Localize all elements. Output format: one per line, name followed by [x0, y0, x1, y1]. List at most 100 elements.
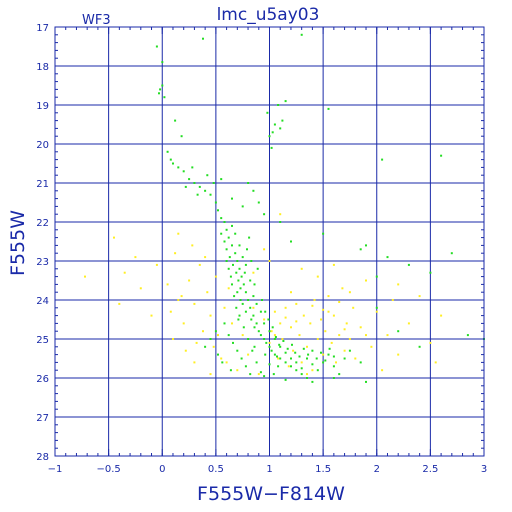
data-point [150, 314, 153, 317]
data-point [327, 295, 330, 298]
data-point [397, 353, 400, 356]
data-point [279, 213, 282, 216]
data-point [204, 189, 207, 192]
data-point [113, 236, 115, 239]
data-point [235, 306, 238, 309]
data-point [466, 334, 469, 337]
x-tick-label: −1 [48, 464, 63, 475]
data-point [198, 185, 201, 188]
data-point [343, 349, 346, 352]
data-point [193, 361, 196, 364]
data-point [273, 334, 276, 337]
data-point [188, 178, 191, 181]
data-point [370, 345, 373, 348]
data-point [177, 299, 180, 301]
data-point [338, 334, 341, 337]
data-point [294, 351, 297, 354]
data-point [182, 170, 185, 173]
data-point [214, 330, 217, 333]
data-point [231, 283, 233, 286]
data-point [255, 361, 258, 364]
data-point [381, 158, 384, 161]
data-point [268, 135, 271, 138]
axis-ticks [54, 26, 485, 457]
data-point [223, 322, 226, 325]
data-point [257, 330, 260, 333]
data-point [365, 279, 367, 282]
data-point [229, 369, 232, 372]
data-point [335, 361, 337, 364]
data-point [284, 316, 287, 319]
data-point [241, 334, 244, 337]
data-point [244, 365, 247, 368]
data-point [217, 334, 219, 337]
data-point [284, 100, 287, 103]
data-point [235, 271, 238, 274]
data-point [225, 228, 228, 231]
data-points [84, 33, 485, 383]
data-point [202, 37, 204, 40]
data-point [277, 357, 280, 360]
data-point [166, 150, 169, 153]
data-point [375, 275, 378, 278]
data-point [352, 306, 355, 309]
data-point [295, 302, 298, 305]
chart-title: lmc_u5ay03 [217, 5, 320, 25]
data-point [345, 322, 348, 325]
data-point [180, 295, 183, 298]
data-point [277, 365, 280, 368]
data-point [330, 341, 333, 344]
data-point [196, 193, 199, 196]
x-tick-label: 2.5 [422, 464, 438, 475]
data-point [332, 314, 335, 317]
data-point [278, 343, 281, 346]
data-point [284, 361, 287, 364]
data-point [234, 232, 237, 235]
data-point [348, 291, 351, 294]
data-point [257, 373, 260, 376]
y-axis-title: F555W [7, 210, 29, 276]
data-point [264, 353, 267, 356]
data-point [375, 310, 378, 313]
data-point [191, 244, 194, 247]
data-point [264, 310, 267, 313]
data-point [300, 267, 303, 270]
data-point [268, 330, 271, 333]
data-point [204, 256, 207, 259]
data-point [177, 232, 180, 235]
data-point [418, 295, 421, 298]
data-point [244, 310, 247, 313]
data-point [320, 351, 322, 354]
data-point [316, 369, 319, 372]
data-point [343, 328, 346, 331]
data-point [209, 373, 212, 376]
data-point [270, 330, 273, 333]
data-point [241, 205, 244, 208]
data-point [315, 357, 318, 360]
data-point [231, 224, 233, 227]
data-point [231, 322, 233, 325]
x-tick-label: 1.5 [315, 464, 331, 475]
data-point [311, 349, 314, 352]
data-point [322, 353, 325, 356]
data-point [202, 330, 204, 333]
data-point [212, 345, 215, 348]
data-point [338, 373, 341, 376]
data-point [311, 363, 314, 366]
data-point [161, 61, 164, 64]
data-point [292, 349, 295, 352]
data-point [239, 287, 242, 290]
data-point [381, 369, 384, 372]
data-point [276, 355, 278, 358]
data-point [231, 197, 233, 200]
data-point [286, 347, 289, 350]
data-point [332, 365, 335, 368]
data-point [313, 299, 316, 301]
data-point [270, 146, 273, 149]
data-point [306, 373, 308, 376]
data-point [253, 326, 256, 329]
data-point [252, 295, 255, 298]
data-point [220, 178, 223, 181]
y-tick-labels: 17 18 19 20 21 22 23 24 25 26 27 28 [36, 23, 49, 463]
